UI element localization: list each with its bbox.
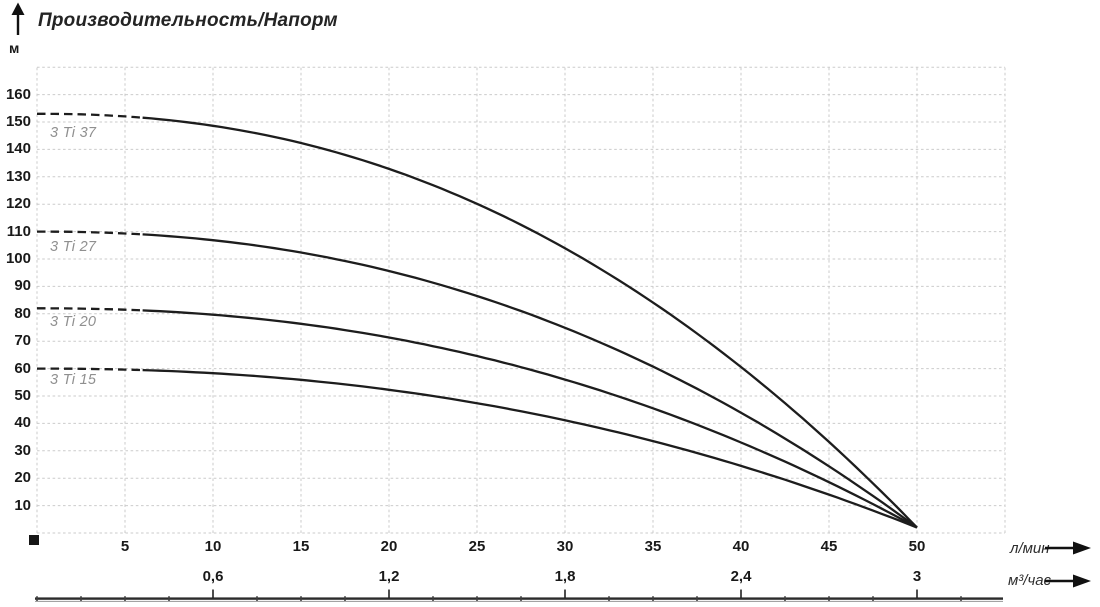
x-tick-label-lmin: 50 bbox=[908, 538, 926, 555]
y-tick-label: 90 bbox=[14, 277, 31, 295]
y-tick-label: 70 bbox=[14, 332, 31, 350]
pump-curve-dashed-segment bbox=[37, 367, 143, 372]
pump-curve bbox=[142, 368, 918, 529]
pump-curve bbox=[142, 233, 918, 529]
x-tick-label-lmin: 40 bbox=[732, 538, 750, 555]
x-tick-label-lmin: 20 bbox=[380, 538, 398, 555]
curve-label: 3 Ti 37 bbox=[50, 125, 97, 142]
pump-curve-dashed-segment bbox=[37, 112, 143, 119]
x-axis-unit-m3h: м³/час bbox=[1008, 572, 1052, 589]
pump-curve-dashed-segment bbox=[37, 230, 143, 236]
curve-label: 3 Ti 27 bbox=[50, 239, 97, 256]
y-tick-label: 30 bbox=[14, 441, 31, 459]
y-tick-label: 60 bbox=[14, 359, 31, 377]
x-tick-label-m3h: 1,2 bbox=[378, 568, 400, 585]
x-tick-label-lmin: 15 bbox=[292, 538, 310, 555]
y-axis-unit: м bbox=[9, 40, 20, 56]
x-tick-label-lmin: 35 bbox=[644, 538, 662, 555]
flow-scale-minor-tick bbox=[784, 596, 786, 601]
y-tick-label: 50 bbox=[14, 387, 31, 404]
x-tick-label-m3h: 0,6 bbox=[202, 568, 224, 585]
y-tick-label: 140 bbox=[5, 140, 31, 158]
flow-scale-minor-tick bbox=[168, 596, 170, 601]
y-tick-label: 80 bbox=[14, 304, 31, 322]
x-tick-label-lmin: 5 bbox=[120, 538, 130, 555]
x-tick-label-m3h: 1,8 bbox=[554, 568, 576, 585]
flow-scale-minor-tick bbox=[80, 596, 82, 601]
flow-scale-minor-tick bbox=[872, 596, 874, 601]
y-tick-label: 20 bbox=[14, 469, 31, 487]
x-tick-label-lmin: 25 bbox=[468, 538, 486, 555]
curve-label: 3 Ti 20 bbox=[50, 314, 97, 331]
flow-scale-minor-tick bbox=[36, 596, 38, 601]
pump-curve-dashed-segment bbox=[37, 307, 143, 312]
flow-scale-minor-tick bbox=[696, 596, 698, 601]
y-tick-label: 40 bbox=[14, 414, 31, 432]
origin-marker bbox=[29, 535, 39, 545]
y-tick-label: 10 bbox=[14, 496, 31, 514]
pump-curve bbox=[142, 116, 918, 529]
y-tick-label: 120 bbox=[5, 195, 31, 213]
flow-scale-minor-tick bbox=[960, 596, 962, 601]
pump-curve bbox=[142, 309, 918, 529]
y-tick-label: 110 bbox=[6, 222, 31, 240]
flow-scale-minor-tick bbox=[476, 596, 478, 601]
x-axis-unit-lmin: л/мин bbox=[1010, 540, 1050, 557]
flow-scale-minor-tick bbox=[652, 596, 654, 601]
y-axis-arrow-icon bbox=[11, 2, 25, 35]
flow-scale-minor-tick bbox=[608, 596, 610, 601]
y-tick-label: 100 bbox=[5, 250, 31, 267]
flow-scale-minor-tick bbox=[828, 596, 830, 601]
flow-scale-line bbox=[35, 597, 1003, 600]
flow-scale-minor-tick bbox=[300, 596, 302, 601]
flow-scale-minor-tick bbox=[256, 596, 258, 601]
flow-scale-minor-tick bbox=[432, 596, 434, 601]
flow-scale-minor-tick bbox=[124, 596, 126, 601]
y-tick-label: 150 bbox=[5, 113, 31, 130]
x-tick-label-m3h: 3 bbox=[912, 568, 922, 585]
x-tick-label-lmin: 30 bbox=[556, 538, 574, 555]
page-title: Производительность/Напорм bbox=[38, 10, 338, 31]
flow-scale-minor-tick bbox=[344, 596, 346, 601]
flow-scale-minor-tick bbox=[520, 596, 522, 601]
x-tick-label-lmin: 45 bbox=[820, 538, 838, 555]
y-tick-label: 160 bbox=[5, 85, 31, 103]
right-arrow-icon bbox=[1045, 541, 1091, 555]
x-tick-label-lmin: 10 bbox=[204, 538, 222, 555]
x-tick-label-m3h: 2,4 bbox=[730, 568, 752, 585]
right-arrow-icon bbox=[1045, 574, 1091, 588]
y-tick-label: 130 bbox=[5, 167, 31, 185]
curve-label: 3 Ti 15 bbox=[50, 371, 97, 388]
